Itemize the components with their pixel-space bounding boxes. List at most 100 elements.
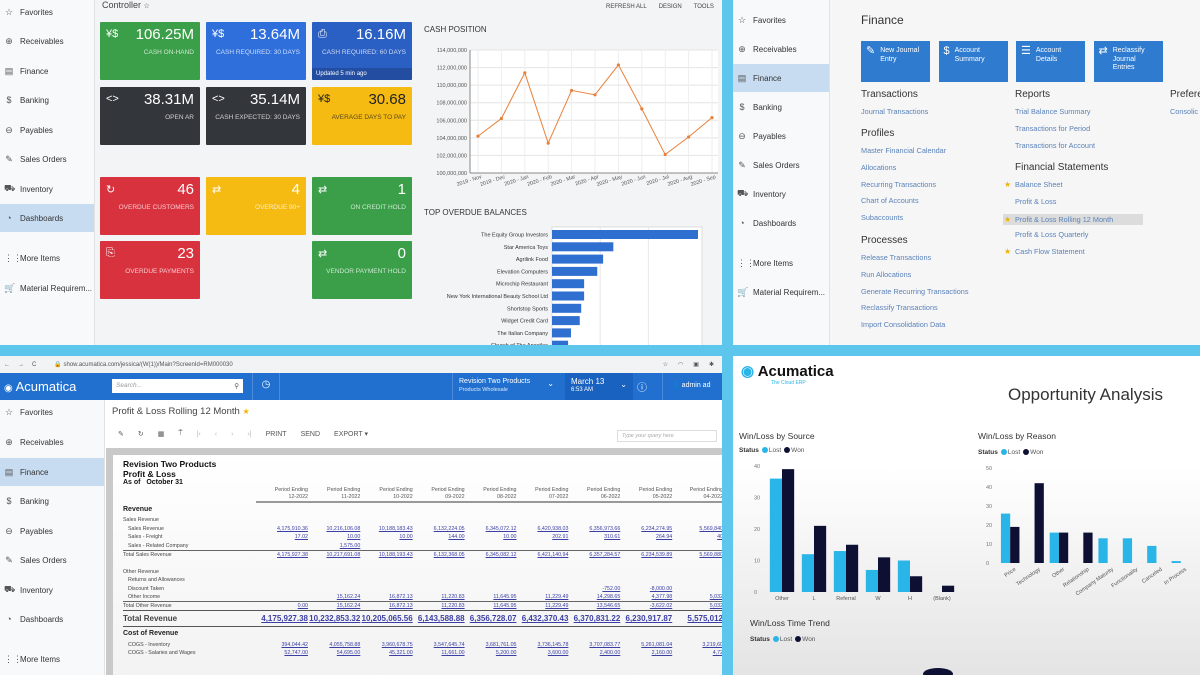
refresh-icon[interactable]: ↻ bbox=[137, 431, 144, 438]
sidebar-item-dashboards[interactable]: ◔ Dashboards bbox=[733, 209, 829, 237]
amount-cell[interactable]: 6,432,370.43 bbox=[516, 610, 569, 628]
sidebar-item-finance[interactable]: ▤ Finance bbox=[0, 57, 94, 85]
sidebar-item-receivables[interactable]: ⊕ Receivables bbox=[733, 35, 829, 63]
bar[interactable] bbox=[552, 303, 582, 313]
amount-cell[interactable]: -8,000.00 bbox=[649, 586, 673, 593]
sidebar-item-more-items[interactable]: ⋮⋮ More Items bbox=[0, 645, 104, 673]
amount-cell[interactable]: 394,044.42 bbox=[281, 641, 308, 648]
finance-link[interactable]: Reclassify Transactions bbox=[861, 303, 938, 312]
user-menu[interactable]: 👤 admin ad bbox=[662, 373, 718, 400]
amount-cell[interactable]: 3,547,645.74 bbox=[433, 641, 465, 648]
favorite-star-icon[interactable]: ★ bbox=[1004, 247, 1012, 257]
kpi-tile-average-days-to-pay[interactable]: ¥$ 30.68 AVERAGE DAYS TO PAY bbox=[312, 87, 412, 145]
kpi-tile-vendor-payment-hold[interactable]: ⇄ 0 VENDOR PAYMENT HOLD bbox=[312, 241, 412, 299]
sidebar-item-inventory[interactable]: ⛟ Inventory bbox=[0, 576, 104, 604]
bar-lost[interactable] bbox=[769, 478, 782, 592]
amount-cell[interactable]: 10,188,193.43 bbox=[360, 549, 413, 559]
kpi-tile-cash-on-hand[interactable]: ¥$ 106.25M CASH ON-HAND bbox=[100, 22, 200, 80]
bar-won[interactable] bbox=[1058, 532, 1069, 563]
bar-lost[interactable] bbox=[1122, 538, 1133, 563]
company-selector[interactable]: Revision Two Products Products Wholesale ⌄ bbox=[452, 373, 562, 400]
sidebar-item-favorites[interactable]: ☆ Favorites bbox=[0, 0, 94, 26]
finance-link[interactable]: Generate Recurring Transactions bbox=[861, 287, 968, 296]
back-icon[interactable]: ← bbox=[4, 361, 10, 368]
reload-icon[interactable]: C bbox=[32, 361, 37, 368]
bar-lost[interactable] bbox=[833, 551, 846, 592]
finance-link[interactable]: Chart of Accounts bbox=[861, 196, 919, 205]
amount-cell[interactable]: 54,695.00 bbox=[336, 650, 361, 657]
amount-cell[interactable]: 16,872.13 bbox=[360, 601, 413, 611]
quick-button-account-summary[interactable]: $ Account Summary bbox=[938, 41, 1008, 82]
amount-cell[interactable]: 10.00 bbox=[503, 534, 517, 541]
amount-cell[interactable]: 40 bbox=[717, 534, 722, 541]
amount-cell[interactable]: 6,230,917.87 bbox=[620, 610, 673, 628]
edit-icon[interactable]: ✎ bbox=[118, 431, 124, 438]
amount-cell[interactable]: 5,575,012 bbox=[672, 610, 722, 628]
sidebar-item-receivables[interactable]: ⊕ Receivables bbox=[0, 27, 94, 55]
amount-cell[interactable]: 6,143,588.88 bbox=[412, 610, 465, 628]
amount-cell[interactable]: 2,400.00 bbox=[599, 650, 621, 657]
kpi-tile-cash-required-30-days[interactable]: ¥$ 13.64M CASH REQUIRED: 30 DAYS bbox=[206, 22, 306, 80]
amount-cell[interactable]: 13,546.65 bbox=[568, 601, 621, 611]
finance-link[interactable]: Journal Transactions bbox=[861, 107, 928, 116]
amount-cell[interactable]: 6,345,082.12 bbox=[464, 549, 517, 559]
extension-icon[interactable]: ▣ bbox=[693, 362, 699, 368]
amount-cell[interactable]: 4,377.98 bbox=[651, 594, 673, 601]
kpi-tile-cash-required-60-days[interactable]: ⎙ 16.16M CASH REQUIRED: 60 DAYS Updated 5 m… bbox=[312, 22, 412, 80]
amount-cell[interactable]: 4,175,927.38 bbox=[256, 549, 308, 559]
sidebar-item-payables[interactable]: ⊖ Payables bbox=[733, 122, 829, 150]
finance-link[interactable]: Master Financial Calendar bbox=[861, 146, 946, 155]
amount-cell[interactable]: 6,345,072.12 bbox=[485, 525, 517, 532]
export-button[interactable]: EXPORT ▾ bbox=[334, 431, 369, 438]
send-button[interactable]: SEND bbox=[300, 430, 321, 438]
amount-cell[interactable]: 6,370,831.22 bbox=[568, 610, 621, 628]
kpi-tile-on-credit-hold[interactable]: ⇄ 1 ON CREDIT HOLD bbox=[312, 177, 412, 235]
favorite-star-icon[interactable]: ★ bbox=[242, 407, 250, 416]
bar-won[interactable] bbox=[846, 544, 859, 592]
amount-cell[interactable]: -3,622.02 bbox=[620, 601, 673, 611]
finance-link[interactable]: ★ Profit & Loss Rolling 12 Month bbox=[1003, 213, 1143, 225]
sidebar-item-dashboards[interactable]: ◔ Dashboards bbox=[0, 204, 94, 232]
sidebar-item-sales-orders[interactable]: ✎ Sales Orders bbox=[733, 151, 829, 179]
sidebar-item-finance[interactable]: ▤ Finance bbox=[733, 64, 829, 92]
bar-lost[interactable] bbox=[801, 554, 814, 592]
amount-cell[interactable]: 3,960,678.75 bbox=[381, 641, 413, 648]
amount-cell[interactable]: 11,229.49 bbox=[516, 601, 569, 611]
finance-link[interactable]: Subaccounts bbox=[861, 213, 903, 222]
sidebar-item-banking[interactable]: $ Banking bbox=[0, 86, 94, 114]
amount-cell[interactable]: 264.94 bbox=[656, 534, 673, 541]
finance-link[interactable]: Release Transactions bbox=[861, 253, 931, 262]
amount-cell[interactable]: 4,055,758.88 bbox=[329, 641, 361, 648]
sidebar-item-banking[interactable]: $ Banking bbox=[0, 487, 104, 515]
finance-link[interactable]: Transactions for Account bbox=[1015, 141, 1095, 150]
print-button[interactable]: PRINT bbox=[265, 430, 287, 438]
amount-cell[interactable]: 144.00 bbox=[448, 534, 465, 541]
bar-lost[interactable] bbox=[1098, 538, 1108, 563]
wifi-icon[interactable]: ◠ bbox=[678, 362, 684, 368]
bar-lost[interactable] bbox=[865, 569, 878, 592]
amount-cell[interactable]: 6,132,368.05 bbox=[412, 549, 465, 559]
amount-cell[interactable]: 17.02 bbox=[294, 534, 308, 541]
amount-cell[interactable]: 3,736,145.78 bbox=[537, 641, 569, 648]
sidebar-item-sales-orders[interactable]: ✎ Sales Orders bbox=[0, 546, 104, 574]
sidebar-item-receivables[interactable]: ⊕ Receivables bbox=[0, 428, 104, 456]
bar[interactable] bbox=[552, 242, 614, 252]
amount-cell[interactable]: 16,872.13 bbox=[389, 594, 413, 601]
favorite-star-icon[interactable]: ★ bbox=[1004, 180, 1012, 189]
amount-cell[interactable]: 11,229.49 bbox=[545, 594, 569, 601]
business-date-selector[interactable]: March 13 6:53 AM ⌄ bbox=[565, 373, 633, 400]
forward-icon[interactable]: → bbox=[18, 361, 24, 368]
amount-cell[interactable]: 5,032 bbox=[709, 594, 722, 601]
amount-cell[interactable]: 3,681,761.05 bbox=[485, 641, 517, 648]
kpi-tile-overdue-customers[interactable]: ↻ 46 OVERDUE CUSTOMERS bbox=[100, 177, 200, 235]
parameters-icon[interactable]: ⍑ bbox=[178, 430, 183, 437]
sidebar-item-favorites[interactable]: ☆ Favorites bbox=[733, 6, 829, 34]
bar-won[interactable] bbox=[910, 576, 923, 592]
amount-cell[interactable]: 11,220.83 bbox=[412, 601, 465, 611]
address-bar[interactable]: 🔒 show.acumatica.com/jessica/(W(1))/Main… bbox=[54, 362, 233, 368]
finance-link[interactable]: Import Consolidation Data bbox=[861, 320, 945, 329]
amount-cell[interactable]: 10,216,106.08 bbox=[326, 525, 361, 532]
amount-cell[interactable]: 4,175,910.36 bbox=[277, 525, 308, 532]
finance-link[interactable]: Consolic bbox=[1170, 107, 1198, 116]
kpi-tile-cash-expected-30-days[interactable]: <> 35.14M CASH EXPECTED: 30 DAYS bbox=[206, 87, 306, 145]
